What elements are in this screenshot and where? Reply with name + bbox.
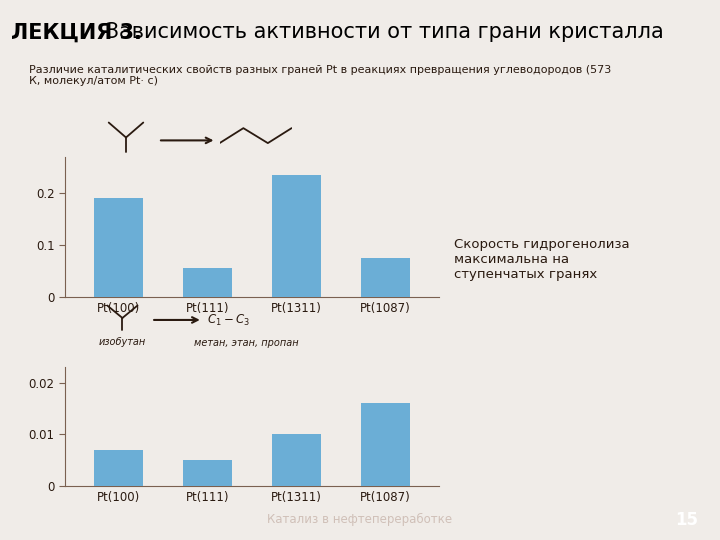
Text: Катализ в нефтепереработке: Катализ в нефтепереработке (267, 513, 453, 526)
Text: 15: 15 (675, 511, 698, 529)
Bar (183, 268, 232, 297)
Text: Различие каталитических свойств разных граней Pt в реакциях превращения углеводо: Различие каталитических свойств разных г… (29, 65, 611, 86)
Bar (94, 450, 143, 486)
Text: изобутан: изобутан (99, 336, 146, 347)
Bar (183, 460, 232, 486)
Bar (94, 198, 143, 297)
Text: изобутан: изобутан (102, 160, 150, 170)
Bar (361, 258, 410, 297)
Text: ЛЕКЦИЯ 3.: ЛЕКЦИЯ 3. (11, 22, 142, 43)
Bar (272, 175, 321, 297)
Text: Скорость гидрогенолиза
максимальна на
ступенчатых гранях: Скорость гидрогенолиза максимальна на ст… (454, 238, 629, 281)
Text: метан, этан, пропан: метан, этан, пропан (194, 338, 299, 348)
Text: Зависимость активности от типа грани кристалла: Зависимость активности от типа грани кри… (99, 22, 663, 43)
Text: н-бутан: н-бутан (235, 160, 276, 170)
Bar (361, 403, 410, 486)
Text: $C_1-C_3$: $C_1-C_3$ (207, 313, 250, 327)
Bar (272, 434, 321, 486)
